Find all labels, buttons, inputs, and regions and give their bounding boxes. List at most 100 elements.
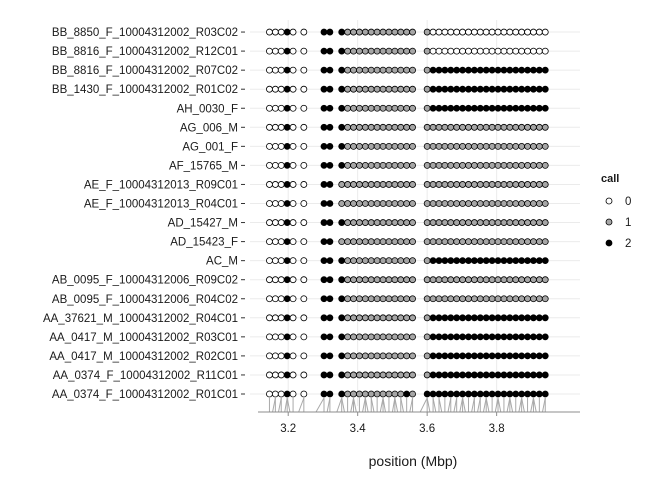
genotype-point [289, 142, 297, 150]
genotype-point [541, 28, 549, 36]
genotype-point [465, 295, 472, 303]
genotype-point [447, 142, 455, 150]
genotype-point [441, 181, 449, 188]
genotype-point [397, 314, 405, 322]
genotype-point [459, 390, 466, 398]
genotype-point [488, 104, 496, 112]
genotype-point [506, 333, 514, 341]
genotype-point [300, 390, 308, 398]
rug-line [462, 397, 466, 413]
x-tick-label: 3.6 [419, 423, 435, 435]
genotype-point [379, 161, 387, 169]
legend-key-0 [605, 197, 613, 205]
genotype-point [373, 219, 381, 226]
genotype-point [447, 161, 455, 169]
genotype-point [429, 257, 437, 265]
genotype-point [289, 104, 297, 112]
y-axis-label: AA_0417_M_10004312002_R03C01 [49, 332, 238, 344]
genotype-point [344, 28, 352, 36]
genotype-point [512, 142, 520, 150]
genotype-point [397, 238, 405, 246]
genotype-point [356, 390, 363, 398]
genotype-point [500, 28, 508, 36]
genotype-point [409, 371, 416, 379]
genotype-point [338, 85, 346, 93]
genotype-point [361, 333, 369, 341]
genotype-point [271, 238, 279, 246]
genotype-point [535, 85, 543, 93]
genotype-point [373, 66, 381, 74]
genotype-point [283, 161, 291, 169]
genotype-point [344, 295, 352, 303]
genotype-point [320, 219, 328, 226]
genotype-point [266, 47, 273, 55]
genotype-point [482, 390, 490, 398]
genotype-point [300, 85, 308, 93]
genotype-point [367, 104, 375, 112]
genotype-point [385, 219, 393, 226]
genotype-point [494, 295, 502, 303]
genotype-point [541, 276, 549, 284]
genotype-point [518, 104, 526, 112]
genotype-point [344, 314, 352, 322]
genotype-point [397, 66, 405, 74]
y-axis-label: AE_F_10004312013_R04C01 [84, 199, 238, 211]
genotype-point [435, 47, 443, 55]
genotype-point [367, 47, 375, 55]
genotype-point [373, 104, 381, 112]
genotype-point [530, 142, 537, 150]
genotype-point [470, 85, 478, 93]
genotype-point [320, 181, 328, 188]
genotype-point [459, 123, 466, 131]
genotype-point [320, 276, 328, 284]
genotype-point [373, 352, 381, 360]
genotype-point [470, 238, 478, 246]
genotype-point [500, 390, 508, 398]
genotype-point [512, 123, 520, 131]
genotype-point [465, 257, 472, 265]
genotype-point [403, 104, 411, 112]
genotype-point [344, 47, 352, 55]
genotype-point [344, 123, 352, 131]
genotype-point [524, 123, 531, 131]
genotype-point [423, 352, 431, 360]
genotype-point [500, 142, 508, 150]
genotype-point [476, 123, 484, 131]
genotype-point [271, 123, 279, 131]
genotype-point [403, 295, 411, 303]
genotype-point [289, 200, 297, 207]
genotype-point [470, 390, 478, 398]
genotype-point [518, 314, 526, 322]
genotype-point [271, 28, 279, 36]
genotype-point [459, 142, 466, 150]
genotype-point [435, 352, 443, 360]
genotype-point [350, 85, 357, 93]
genotype-point [266, 238, 273, 246]
genotype-point [379, 238, 387, 246]
genotype-point [320, 295, 328, 303]
genotype-point [379, 257, 387, 265]
genotype-point [385, 161, 393, 169]
genotype-point [524, 66, 531, 74]
genotype-point [441, 257, 449, 265]
genotype-point [373, 371, 381, 379]
genotype-point [350, 28, 357, 36]
genotype-point [266, 314, 273, 322]
genotype-point [482, 28, 490, 36]
genotype-point [271, 181, 279, 188]
genotype-point [266, 123, 273, 131]
genotype-point [506, 66, 514, 74]
genotype-point [482, 85, 490, 93]
genotype-point [530, 47, 537, 55]
genotype-point [409, 181, 416, 188]
genotype-point [453, 238, 461, 246]
genotype-point [409, 123, 416, 131]
genotype-point [530, 257, 537, 265]
genotype-point [524, 390, 531, 398]
genotype-point [338, 371, 346, 379]
genotype-point [423, 238, 431, 246]
genotype-point [266, 390, 273, 398]
genotype-point [266, 85, 273, 93]
genotype-point [367, 257, 375, 265]
genotype-point [356, 181, 363, 188]
